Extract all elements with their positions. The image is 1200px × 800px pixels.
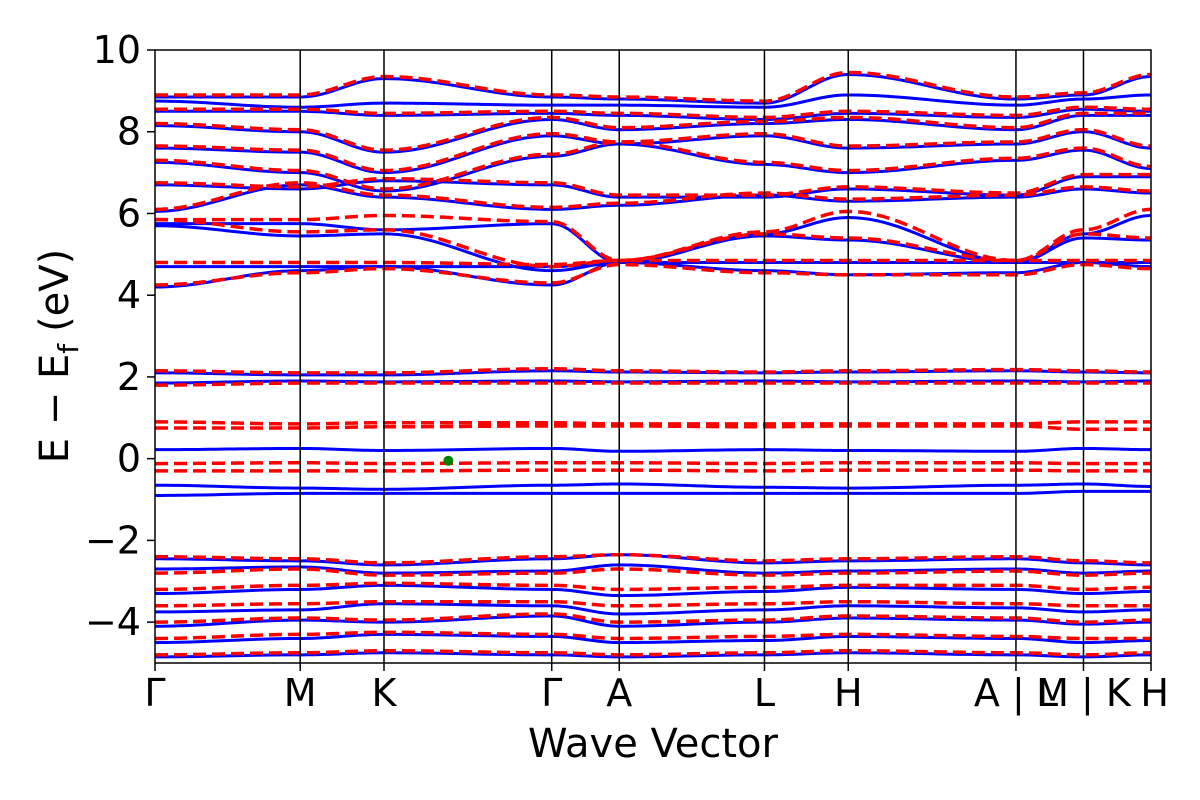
band-line-up-13 — [155, 261, 1151, 289]
y-tick-label-1: −2 — [85, 518, 141, 562]
plot-frame — [154, 49, 1152, 664]
y-tick-label-3: 2 — [117, 355, 141, 399]
band-line-down-21 — [155, 127, 1151, 173]
band-line-up-10 — [155, 446, 1151, 453]
band-line-down-19 — [155, 172, 1151, 197]
y-axis-label-unit: (eV) — [32, 249, 78, 332]
svg-text:E − Ef(eV): E − Ef (eV) — [32, 249, 85, 464]
band-line-up-8 — [155, 489, 1151, 497]
x-tick-label-7: A | L — [974, 671, 1058, 716]
band-line-up-4 — [155, 602, 1151, 616]
band-line-up-21 — [155, 113, 1151, 154]
marker-layer — [443, 455, 454, 466]
y-tick-label-2: 0 — [117, 437, 141, 481]
y-tick-label-6: 8 — [117, 110, 141, 154]
band-line-up-17 — [155, 183, 1151, 213]
x-tick-label-8: M | K — [1036, 671, 1132, 716]
band-line-up-19 — [155, 142, 1151, 193]
series-spin-down — [155, 70, 1151, 657]
band-line-down-11 — [155, 420, 1151, 426]
band-line-up-2 — [155, 632, 1151, 645]
band-line-up-22 — [155, 107, 1151, 121]
band-line-down-24 — [155, 70, 1151, 103]
band-line-up-20 — [155, 130, 1151, 175]
high-symmetry-lines — [299, 50, 1085, 663]
band-line-down-22 — [155, 111, 1151, 152]
band-line-down-8 — [155, 468, 1151, 473]
band-line-up-5 — [155, 583, 1151, 598]
band-line-up-23 — [155, 93, 1151, 109]
x-tick-label-0: Γ — [144, 671, 165, 715]
x-axis-label: Wave Vector — [528, 721, 779, 767]
y-tick-label-4: 4 — [117, 273, 141, 317]
y-axis-ticks: −4 −2 0 2 4 6 8 10 — [85, 28, 155, 644]
y-axis-label: E − Ef (eV) — [32, 249, 85, 464]
band-line-down-3 — [155, 612, 1151, 624]
band-line-down-7 — [155, 552, 1151, 565]
bands-layer — [155, 70, 1151, 659]
band-line-up-6 — [155, 563, 1151, 575]
band-line-down-6 — [155, 567, 1151, 577]
y-tick-label-0: −4 — [85, 600, 141, 644]
band-line-down-23 — [155, 105, 1151, 120]
band-line-up-1 — [155, 651, 1151, 659]
band-line-up-14 — [155, 261, 1151, 269]
x-tick-label-2: K — [372, 671, 398, 715]
band-line-up-3 — [155, 614, 1151, 628]
x-tick-label-5: L — [754, 671, 775, 715]
band-line-down-15 — [155, 258, 1151, 267]
band-line-down-16 — [155, 217, 1151, 269]
band-line-down-1 — [155, 648, 1151, 657]
band-line-down-13 — [155, 367, 1151, 375]
band-line-up-9 — [155, 482, 1151, 491]
band-line-down-4 — [155, 599, 1151, 608]
x-tick-label-9: H — [1140, 671, 1169, 715]
x-tick-label-6: H — [834, 671, 863, 715]
band-line-down-18 — [155, 181, 1151, 212]
band-line-down-5 — [155, 581, 1151, 592]
fermi-marker — [443, 455, 454, 466]
y-tick-label-5: 6 — [117, 191, 141, 235]
band-line-down-9 — [155, 461, 1151, 466]
band-line-down-2 — [155, 630, 1151, 641]
band-line-down-14 — [155, 262, 1151, 287]
y-axis-label-main: E − E — [32, 354, 78, 464]
x-tick-label-3: Γ — [541, 671, 562, 715]
x-tick-label-4: A — [606, 671, 632, 715]
y-axis-label-subscript: f — [52, 343, 85, 354]
band-line-up-24 — [155, 73, 1151, 105]
x-tick-label-1: M — [284, 671, 317, 715]
band-line-down-12 — [155, 381, 1151, 387]
y-tick-label-7: 10 — [93, 28, 141, 72]
band-line-down-10 — [155, 424, 1151, 431]
